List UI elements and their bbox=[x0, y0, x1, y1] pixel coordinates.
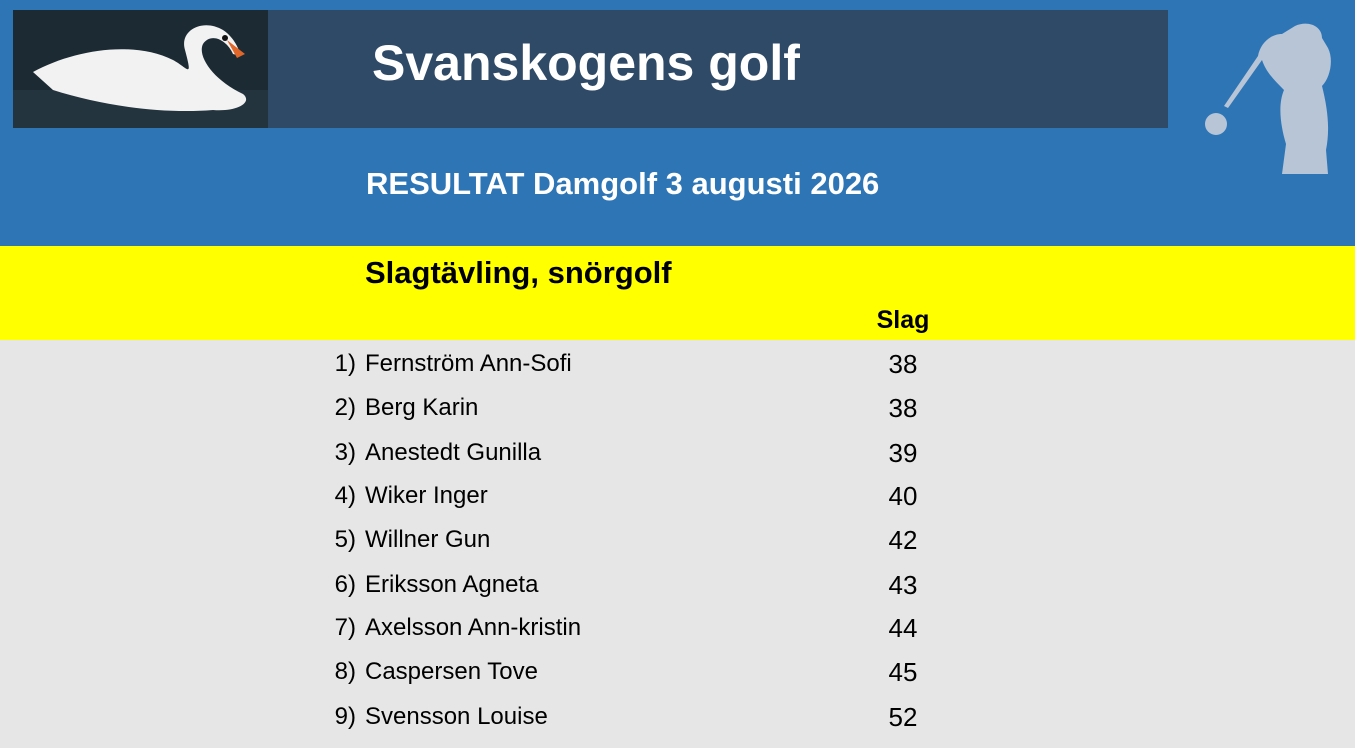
page-subtitle: RESULTAT Damgolf 3 augusti 2026 bbox=[366, 166, 880, 201]
player-name: Axelsson Ann-kristin bbox=[365, 614, 582, 641]
score: 38 bbox=[888, 393, 918, 423]
rank: 2) bbox=[334, 394, 356, 421]
rank: 7) bbox=[334, 614, 356, 641]
player-name: Fernström Ann-Sofi bbox=[365, 350, 572, 377]
section-title: Slagtävling, snörgolf bbox=[365, 255, 672, 290]
page-title: Svanskogens golf bbox=[372, 35, 800, 91]
score: 42 bbox=[888, 525, 918, 555]
player-name: Eriksson Agneta bbox=[365, 571, 539, 598]
score: 38 bbox=[888, 349, 918, 379]
rank: 5) bbox=[334, 526, 356, 553]
player-name: Willner Gun bbox=[365, 526, 491, 553]
player-name: Svensson Louise bbox=[365, 703, 548, 730]
player-name: Berg Karin bbox=[365, 394, 479, 421]
rank: 1) bbox=[334, 350, 356, 377]
player-name: Wiker Inger bbox=[365, 482, 488, 509]
rank: 8) bbox=[334, 658, 356, 685]
rank: 6) bbox=[334, 571, 356, 598]
player-name: Caspersen Tove bbox=[365, 658, 538, 685]
score: 43 bbox=[888, 570, 918, 600]
swan-image bbox=[13, 10, 268, 128]
player-name: Anestedt Gunilla bbox=[365, 439, 542, 466]
column-header: Slag bbox=[876, 306, 930, 334]
score: 39 bbox=[888, 438, 918, 468]
section-band bbox=[0, 246, 1355, 340]
rank: 3) bbox=[334, 439, 356, 466]
rank: 9) bbox=[334, 703, 356, 730]
golfer-silhouette bbox=[1205, 23, 1331, 174]
score: 40 bbox=[888, 481, 918, 511]
score: 44 bbox=[888, 613, 918, 643]
rank: 4) bbox=[334, 482, 356, 509]
score: 52 bbox=[888, 702, 918, 732]
score: 45 bbox=[888, 657, 918, 687]
